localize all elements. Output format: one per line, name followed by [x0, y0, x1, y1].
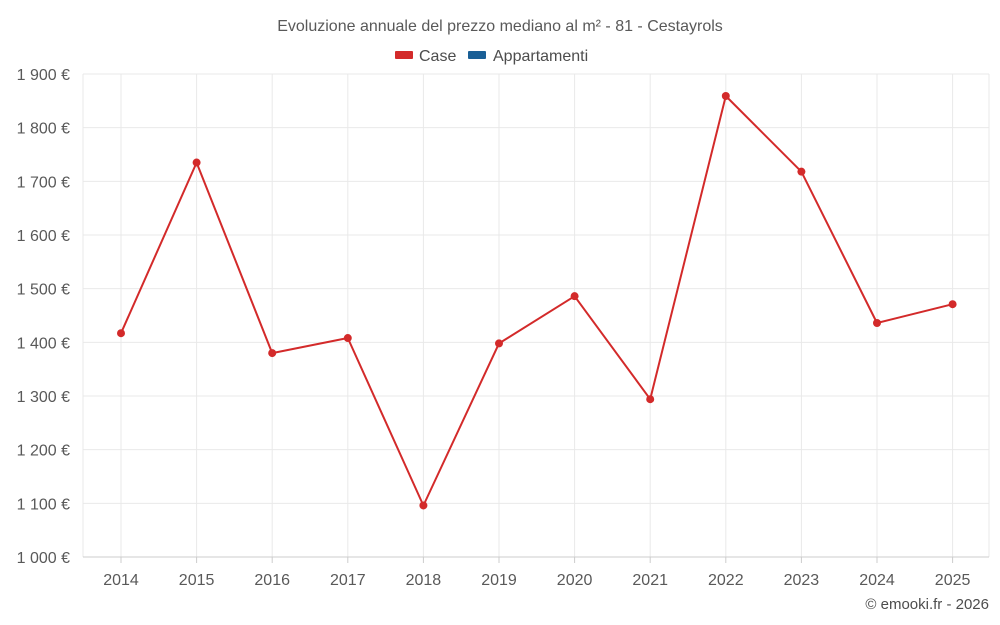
x-tick-label: 2014 [103, 572, 139, 589]
y-tick-label: 1 900 € [17, 67, 70, 84]
data-point[interactable] [192, 158, 201, 167]
x-tick-label: 2015 [179, 572, 215, 589]
x-tick-label: 2022 [708, 572, 744, 589]
y-tick-label: 1 600 € [17, 228, 70, 245]
chart-title: Evoluzione annuale del prezzo mediano al… [277, 18, 723, 35]
y-tick-label: 1 800 € [17, 121, 70, 138]
y-tick-label: 1 100 € [17, 496, 70, 513]
data-point[interactable] [268, 349, 277, 358]
data-point[interactable] [948, 300, 957, 309]
series-case [117, 92, 957, 510]
legend-swatch-case [395, 51, 413, 59]
y-axis: 1 000 € 1 100 € 1 200 € 1 300 € 1 400 € 1 500… [17, 67, 70, 567]
legend-label-case: Case [419, 48, 456, 65]
data-point[interactable] [797, 167, 806, 176]
legend-label-appartamenti: Appartamenti [493, 48, 588, 65]
x-tick-label: 2017 [330, 572, 366, 589]
data-point[interactable] [570, 292, 579, 301]
x-tick-label: 2016 [254, 572, 290, 589]
legend-item-case[interactable]: Case [395, 48, 456, 65]
y-tick-label: 1 500 € [17, 282, 70, 299]
y-tick-label: 1 200 € [17, 443, 70, 460]
x-tick-label: 2025 [935, 572, 971, 589]
data-point[interactable] [721, 92, 730, 101]
data-point[interactable] [646, 395, 655, 404]
legend-item-appartamenti[interactable]: Appartamenti [468, 48, 588, 65]
y-tick-label: 1 300 € [17, 389, 70, 406]
series-line-case [120, 95, 953, 507]
x-axis: 2014 2015 2016 2017 2018 2019 2020 2021 2022 2023… [83, 556, 989, 589]
data-point[interactable] [873, 319, 881, 328]
grid [82, 73, 990, 557]
x-tick-label: 2018 [406, 572, 442, 589]
x-tick-label: 2024 [859, 572, 895, 589]
legend-swatch-appartamenti [468, 51, 486, 59]
y-tick-label: 1 700 € [17, 174, 70, 191]
legend: Case Appartamenti [395, 48, 588, 65]
data-point[interactable] [343, 334, 352, 343]
x-tick-label: 2021 [632, 572, 668, 589]
y-tick-label: 1 000 € [17, 550, 70, 567]
x-tick-label: 2023 [784, 572, 820, 589]
x-tick-label: 2020 [557, 572, 593, 589]
data-point[interactable] [117, 329, 125, 338]
data-point[interactable] [419, 501, 428, 510]
credit: © emooki.fr - 2026 [865, 596, 989, 613]
x-tick-label: 2019 [481, 572, 517, 589]
y-tick-label: 1 400 € [17, 335, 70, 352]
data-point[interactable] [495, 339, 503, 348]
